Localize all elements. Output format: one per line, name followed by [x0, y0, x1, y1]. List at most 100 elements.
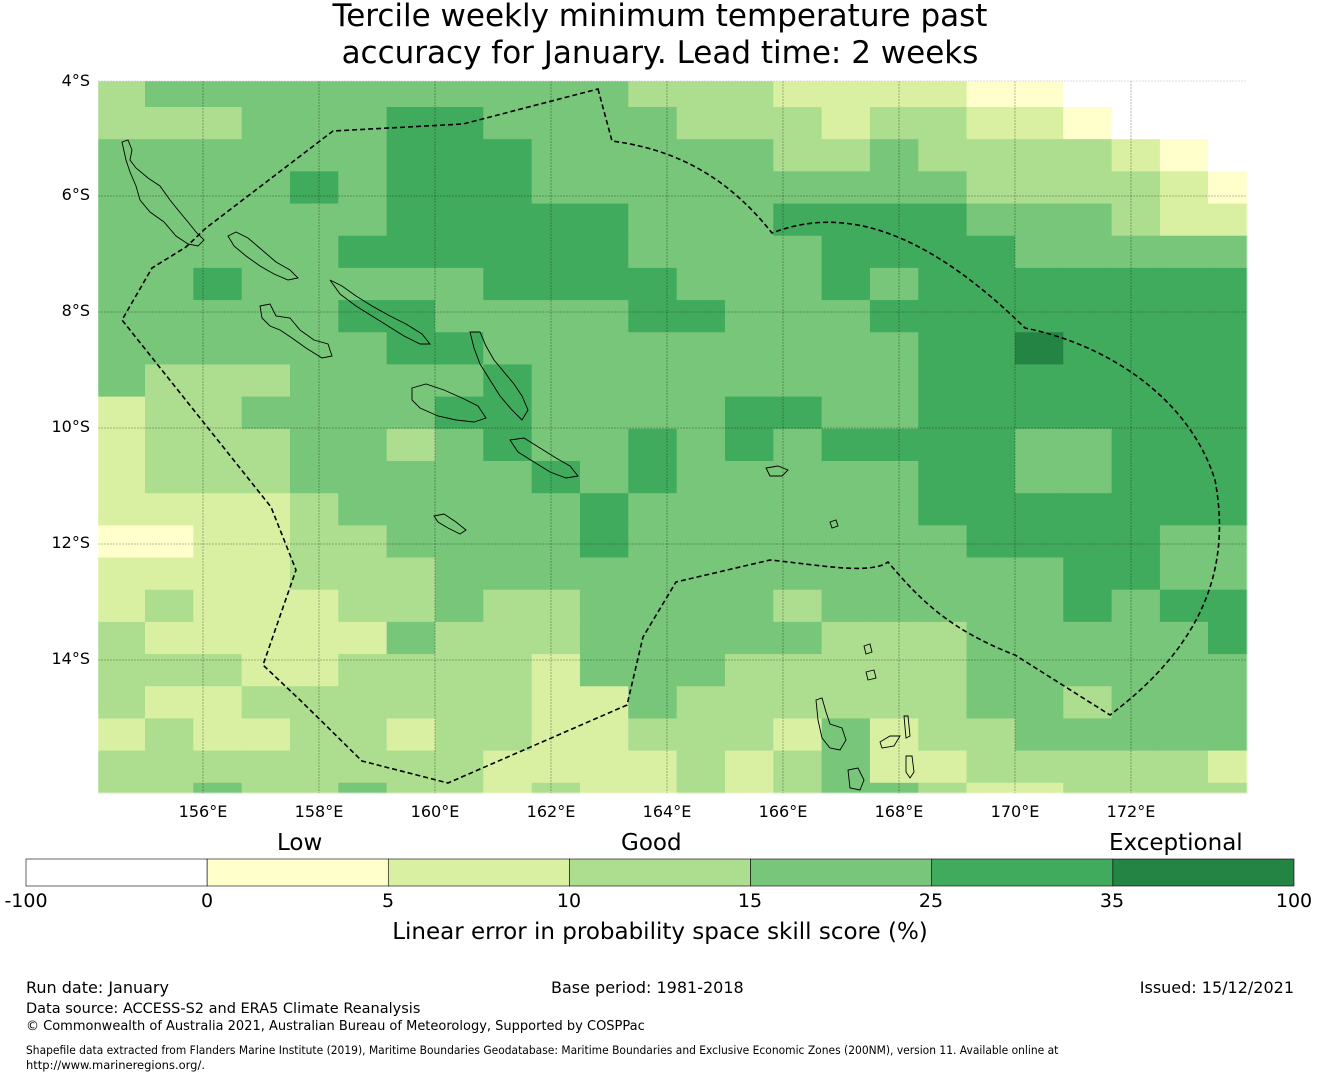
grid-cell — [98, 107, 146, 140]
grid-cell — [434, 300, 484, 333]
grid-cell — [531, 589, 581, 623]
grid-cell — [918, 750, 968, 784]
grid-cell — [869, 267, 919, 301]
grid-cell — [918, 525, 968, 559]
grid-cell — [531, 81, 581, 108]
base-period: Base period: 1981-2018 — [551, 978, 744, 997]
grid-cell — [966, 267, 1016, 301]
grid-cell — [386, 396, 436, 430]
grid-cell — [193, 654, 243, 687]
grid-cell — [1014, 235, 1064, 269]
lon-label: 162°E — [526, 802, 576, 821]
grid-cell — [1014, 171, 1064, 205]
island-choiseul — [227, 231, 299, 281]
grid-cell — [241, 203, 291, 237]
grid-cell — [145, 428, 194, 462]
grid-cell — [628, 525, 678, 559]
colorbar-tick: 25 — [918, 890, 944, 912]
grid-cell — [434, 396, 484, 430]
grid-cell — [676, 750, 726, 784]
grid-cell — [289, 557, 339, 591]
grid-cell — [531, 493, 581, 526]
grid-cell — [918, 782, 968, 794]
grid-cell — [1159, 332, 1209, 365]
grid-cell — [145, 621, 194, 655]
grid-cell — [628, 267, 678, 301]
grid-cell — [289, 139, 339, 172]
grid-cell — [628, 203, 678, 237]
grid-cell — [869, 139, 919, 172]
grid-cell — [1159, 171, 1209, 205]
grid-cell — [483, 589, 533, 623]
grid-cell — [386, 750, 436, 784]
grid-cell — [145, 107, 194, 140]
grid-cell — [145, 654, 194, 687]
run-date: Run date: January — [26, 978, 169, 997]
lon-label: 158°E — [294, 802, 344, 821]
colorbar-tick: 0 — [200, 890, 214, 912]
grid-cell — [386, 171, 436, 205]
grid-cell — [434, 364, 484, 398]
grid-cell — [628, 589, 678, 623]
grid-cell — [1111, 589, 1161, 623]
grid-cell — [386, 557, 436, 591]
grid-cell — [1063, 81, 1113, 108]
grid-cell — [966, 782, 1016, 794]
grid-cell — [676, 686, 726, 719]
grid-cell — [483, 267, 533, 301]
island-bougainville — [121, 139, 205, 247]
grid-cell — [966, 460, 1016, 494]
grid-cell — [1111, 107, 1161, 140]
grid-cell — [676, 235, 726, 269]
grid-cell — [1159, 267, 1209, 301]
grid-cell — [966, 107, 1016, 140]
grid-cell — [821, 686, 871, 719]
grid-cell — [724, 300, 774, 333]
grid-cell — [773, 686, 823, 719]
grid-cell — [193, 267, 243, 301]
grid-cell — [676, 782, 726, 794]
grid-cell — [98, 139, 146, 172]
grid-cell — [434, 654, 484, 687]
grid-cell — [338, 460, 388, 494]
grid-cell — [966, 525, 1016, 559]
grid-cell — [1208, 235, 1248, 269]
grid-cell — [434, 171, 484, 205]
grid-cell — [98, 428, 146, 462]
grid-cell — [1014, 396, 1064, 430]
grid-cell — [966, 589, 1016, 623]
grid-cell — [98, 171, 146, 205]
colorbar-label: Linear error in probability space skill … — [392, 919, 928, 945]
grid-cell — [1063, 750, 1113, 784]
grid-cell — [724, 203, 774, 237]
grid-cell — [531, 654, 581, 687]
grid-cell — [1159, 621, 1209, 655]
grid-cell — [483, 557, 533, 591]
grid-cell — [193, 107, 243, 140]
grid-cell — [1208, 332, 1248, 365]
grid-cell — [1111, 718, 1161, 752]
grid-cell — [918, 364, 968, 398]
grid-cell — [724, 396, 774, 430]
grid-cell — [145, 300, 194, 333]
grid-cell — [338, 107, 388, 140]
grid-cell — [676, 171, 726, 205]
grid-cell — [193, 171, 243, 205]
grid-cell — [98, 557, 146, 591]
grid-cell — [579, 332, 629, 365]
grid-cell — [1063, 718, 1113, 752]
island-malaita — [469, 331, 529, 421]
grid-cell — [579, 654, 629, 687]
grid-cell — [821, 300, 871, 333]
grid-cell — [821, 81, 871, 108]
grid-cell — [531, 107, 581, 140]
grid-cell — [386, 267, 436, 301]
grid-cell — [289, 782, 339, 794]
grid-cell — [724, 493, 774, 526]
grid-cell — [579, 782, 629, 794]
grid-cell — [193, 525, 243, 559]
grid-cell — [773, 171, 823, 205]
grid-cell — [483, 332, 533, 365]
grid-cell — [724, 782, 774, 794]
grid-cell — [628, 621, 678, 655]
